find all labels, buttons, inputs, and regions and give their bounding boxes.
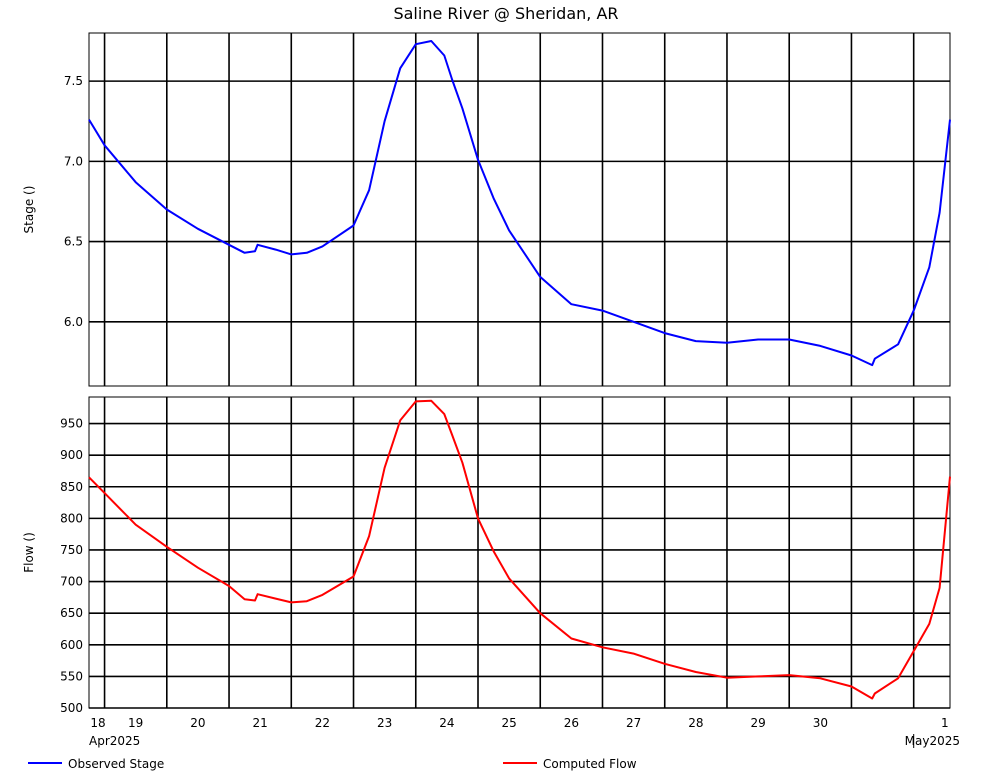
plot-area-stage — [88, 32, 951, 387]
series-line-stage — [88, 40, 951, 367]
x-tick-label: 21 — [253, 716, 268, 730]
y-tick-label: 850 — [60, 480, 83, 494]
x-tick-label: 25 — [501, 716, 516, 730]
x-axis: 18 19 20 21 22 23 24 25 26 27 28 29 30 1 Apr2025 May202… — [89, 716, 960, 748]
plot-area-flow — [88, 396, 951, 709]
y-tick-label: 600 — [60, 638, 83, 652]
x-tick-label: 22 — [315, 716, 330, 730]
chart-legend: Observed Stage Computed Flow — [28, 757, 637, 771]
x-month-label: May2025 — [905, 734, 960, 748]
y-tick-label: 7.5 — [64, 74, 83, 88]
x-tick-label: 23 — [377, 716, 392, 730]
y-tick-label: 750 — [60, 543, 83, 557]
y-tick-label: 6.5 — [64, 235, 83, 249]
y-tick-label: 7.0 — [64, 154, 83, 168]
y-tick-label: 900 — [60, 448, 83, 462]
x-tick-label: 28 — [688, 716, 703, 730]
y-tick-label: 650 — [60, 606, 83, 620]
x-tick-label: 19 — [128, 716, 143, 730]
legend-label: Computed Flow — [543, 757, 637, 771]
y-tick-label: 550 — [60, 669, 83, 683]
x-tick-label: 27 — [626, 716, 641, 730]
y-axis-label: Flow () — [22, 532, 36, 573]
panel-stage: 6.0 6.5 7.0 7.5 Stage () — [22, 32, 951, 387]
y-tick-label: 950 — [60, 417, 83, 431]
x-tick-label: 24 — [439, 716, 454, 730]
x-tick-label: 20 — [190, 716, 205, 730]
panel-flow: 500 550 600 650 700 750 800 850 900 950 Flow () — [22, 396, 951, 715]
chart-panels: 6.0 6.5 7.0 7.5 Stage () 500 550 600 650 700 750 80… — [22, 32, 951, 715]
y-tick-label: 700 — [60, 575, 83, 589]
x-tick-label: 18 — [90, 716, 105, 730]
y-axis-label: Stage () — [22, 186, 36, 234]
y-tick-label: 500 — [60, 701, 83, 715]
x-month-label: Apr2025 — [89, 734, 140, 748]
chart-title: Saline River @ Sheridan, AR — [393, 4, 618, 23]
x-tick-label: 29 — [750, 716, 765, 730]
legend-label: Observed Stage — [68, 757, 164, 771]
legend-item: Observed Stage — [28, 757, 164, 771]
x-tick-label: 26 — [564, 716, 579, 730]
legend-item: Computed Flow — [503, 757, 637, 771]
x-tick-label: 1 — [941, 716, 949, 730]
x-tick-label: 30 — [813, 716, 828, 730]
y-tick-label: 800 — [60, 511, 83, 525]
y-tick-label: 6.0 — [64, 315, 83, 329]
series-line-flow — [88, 399, 951, 700]
